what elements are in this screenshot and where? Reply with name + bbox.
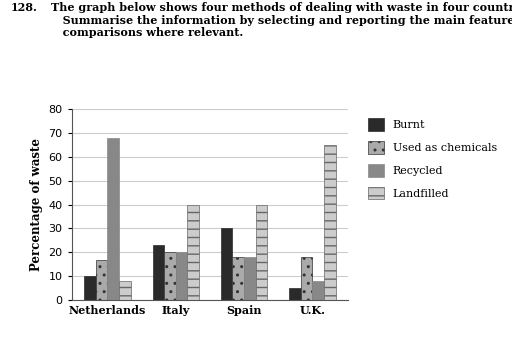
- Text: 128.: 128.: [10, 2, 37, 13]
- Bar: [244, 257, 255, 300]
- Bar: [301, 257, 312, 300]
- Bar: [96, 260, 108, 300]
- Bar: [176, 252, 187, 300]
- Bar: [324, 145, 335, 300]
- Bar: [312, 281, 324, 300]
- Bar: [289, 288, 301, 300]
- Bar: [153, 245, 164, 300]
- Bar: [84, 276, 96, 300]
- Bar: [232, 257, 244, 300]
- Y-axis label: Percentage of waste: Percentage of waste: [30, 138, 43, 271]
- Bar: [119, 281, 131, 300]
- Bar: [108, 138, 119, 300]
- Bar: [221, 228, 232, 300]
- Legend: Burnt, Used as chemicals, Recycled, Landfilled: Burnt, Used as chemicals, Recycled, Land…: [365, 115, 500, 203]
- Bar: [255, 205, 267, 300]
- Bar: [187, 205, 199, 300]
- Bar: [164, 252, 176, 300]
- Text: The graph below shows four methods of dealing with waste in four countries.
   S: The graph below shows four methods of de…: [51, 2, 512, 38]
